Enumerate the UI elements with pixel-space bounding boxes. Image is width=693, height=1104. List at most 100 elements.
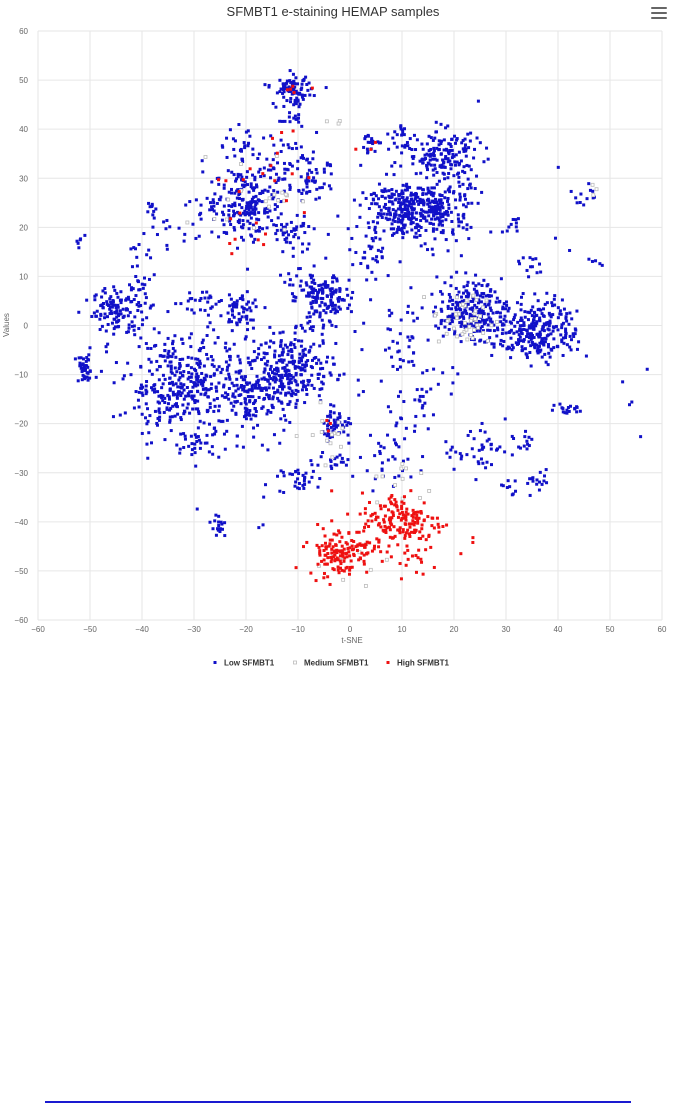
data-point [134,294,138,298]
data-point [137,301,141,305]
data-point [205,290,209,294]
data-point [441,334,445,338]
data-point [520,318,524,322]
data-point [301,79,305,83]
data-point [98,317,102,321]
data-point [166,310,170,314]
data-point [267,374,271,378]
data-point [325,355,329,359]
data-point [331,307,335,311]
data-point [400,210,404,214]
data-point [232,226,236,230]
data-point [350,565,354,569]
data-point [489,288,493,292]
data-point [199,211,203,215]
data-point [262,376,266,380]
data-point [376,140,380,144]
data-point [187,375,191,379]
data-point [334,341,338,345]
data-point [579,192,583,196]
data-point [287,146,291,150]
data-point [139,386,143,390]
data-point [271,406,275,410]
data-point [434,324,438,328]
data-point [309,276,313,280]
data-point [144,416,148,420]
data-point [450,320,454,324]
data-point [415,199,419,203]
data-point [137,390,141,394]
data-point [560,340,564,344]
data-point [387,508,391,512]
data-point [236,387,240,391]
data-point [142,232,146,236]
data-point [436,522,440,526]
data-point [391,233,395,237]
data-point [529,308,533,312]
data-point [464,205,468,209]
data-point [155,233,159,237]
data-point [249,309,253,313]
data-point [455,160,459,164]
data-point [621,380,625,384]
data-point [261,227,265,231]
data-point [465,322,469,326]
data-point [463,171,467,175]
data-point [341,297,345,301]
data-point [323,562,327,566]
data-point [250,197,254,201]
data-point [398,526,402,530]
data-point [300,359,304,363]
data-point [312,278,316,282]
data-point [519,446,523,450]
data-point [165,243,169,247]
data-point [234,412,238,416]
data-point [376,221,380,225]
data-point [247,361,251,365]
data-point [503,417,507,421]
data-point [279,212,283,216]
legend-item-medium-sfmbt1[interactable]: Medium SFMBT1 [293,659,369,668]
data-point [363,511,367,515]
data-point [312,386,316,390]
data-point [226,169,230,173]
data-point [307,176,311,180]
data-point [388,211,392,215]
data-point [203,441,207,445]
data-point [421,572,425,576]
data-point [250,384,254,388]
data-point [518,328,522,332]
legend[interactable]: Low SFMBT1 Medium SFMBT1 High SFMBT1 [213,659,450,668]
data-point [253,200,257,204]
data-point [573,332,577,336]
data-point [257,395,261,399]
data-point [404,214,408,218]
data-point [386,218,390,222]
data-point [318,186,322,190]
data-point [150,372,154,376]
data-point [257,352,261,356]
data-point [393,215,397,219]
legend-item-low-sfmbt1[interactable]: Low SFMBT1 [213,659,275,668]
data-point [289,87,293,91]
data-point [245,175,249,179]
data-point [481,318,485,322]
chart-menu-button[interactable] [651,6,667,20]
data-point [508,330,512,334]
data-point [392,193,396,197]
data-point [299,357,303,361]
data-point [298,366,302,370]
data-point [302,384,306,388]
data-point [425,165,429,169]
x-tick-label: −40 [135,625,149,634]
legend-item-high-sfmbt1[interactable]: High SFMBT1 [386,659,450,668]
data-point [308,315,312,319]
data-point [194,198,198,202]
data-point [105,300,109,304]
data-point [83,233,87,237]
data-point [230,252,234,256]
data-point [261,172,265,176]
data-point [272,167,276,171]
data-point [530,437,534,441]
data-point [209,386,213,390]
